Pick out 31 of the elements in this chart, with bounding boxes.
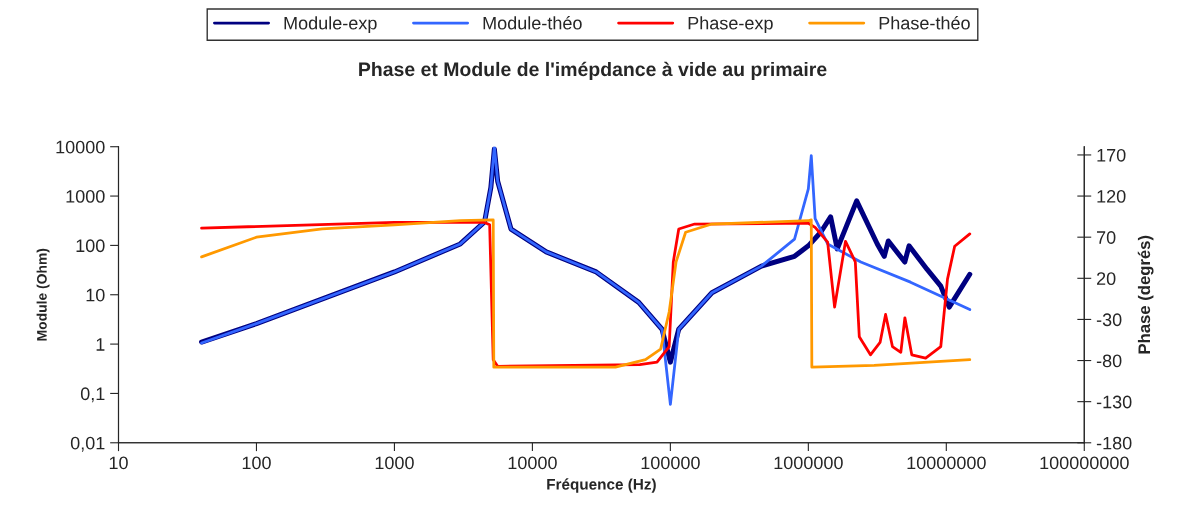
x-tick-label: 10000000 bbox=[907, 456, 986, 470]
y2-tick-label: 70 bbox=[1097, 231, 1116, 244]
x-tick-label: 10 bbox=[109, 456, 128, 470]
y-axis-title: Module (Ohm) bbox=[36, 248, 50, 341]
y2-tick-label: 170 bbox=[1097, 148, 1126, 162]
x-tick-label: 100000000 bbox=[1040, 456, 1129, 470]
x-tick-label: 100 bbox=[242, 456, 271, 470]
y-tick-label: 1000 bbox=[66, 190, 105, 203]
x-tick-label: 1000 bbox=[375, 456, 414, 470]
y-tick-label: 10 bbox=[86, 288, 105, 302]
y2-tick-label: -80 bbox=[1096, 354, 1122, 368]
x-tick-label: 1000000 bbox=[774, 456, 843, 470]
y2-axis-title: Phase (degrés) bbox=[1137, 235, 1154, 354]
y-tick-label: 0,1 bbox=[80, 387, 105, 403]
y2-tick-label: 120 bbox=[1097, 190, 1126, 203]
y-tick-label: 10000 bbox=[56, 140, 105, 154]
y-tick-label: 0,01 bbox=[70, 436, 105, 452]
chart-title: Phase et Module de l'imépdance à vide au primaire bbox=[359, 61, 827, 81]
legend-label: Module-exp bbox=[284, 16, 377, 34]
y2-tick-label: 20 bbox=[1096, 272, 1116, 286]
y-tick-label: 100 bbox=[76, 239, 105, 253]
legend-label: Phase-théo bbox=[879, 16, 970, 30]
x-tick-label: 10000 bbox=[508, 456, 557, 470]
y-tick-label: 1 bbox=[96, 338, 105, 351]
legend-label: Module-théo bbox=[483, 16, 582, 30]
x-tick-label: 100000 bbox=[641, 456, 700, 470]
y2-tick-label: -130 bbox=[1096, 395, 1132, 409]
x-axis-title: Fréquence (Hz) bbox=[547, 478, 656, 493]
legend-label: Phase-exp bbox=[688, 16, 773, 34]
y2-tick-label: -30 bbox=[1096, 313, 1122, 327]
y2-tick-label: -180 bbox=[1096, 436, 1132, 450]
